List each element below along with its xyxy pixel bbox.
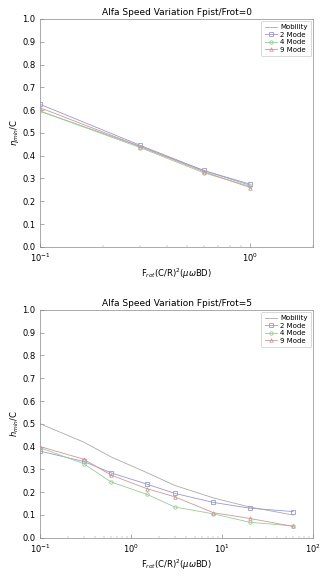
4 Mode <box>38 444 42 451</box>
9 Mode <box>145 485 149 492</box>
Mobility <box>248 182 252 188</box>
2 Mode <box>248 505 252 512</box>
9 Mode <box>82 456 86 463</box>
Mobility <box>248 503 252 510</box>
2 Mode <box>82 458 86 465</box>
4 Mode <box>291 523 295 530</box>
4 Mode <box>82 461 86 467</box>
Line: 2 Mode: 2 Mode <box>38 450 295 513</box>
2 Mode <box>212 499 215 506</box>
Line: 4 Mode: 4 Mode <box>38 110 252 188</box>
Mobility <box>212 494 215 501</box>
2 Mode <box>109 469 113 476</box>
9 Mode <box>248 184 252 191</box>
4 Mode <box>139 144 142 151</box>
Line: 9 Mode: 9 Mode <box>38 445 295 528</box>
Line: Mobility: Mobility <box>40 424 293 515</box>
4 Mode <box>109 478 113 485</box>
2 Mode <box>248 180 252 187</box>
4 Mode <box>173 503 177 510</box>
9 Mode <box>38 443 42 450</box>
4 Mode <box>202 169 206 176</box>
X-axis label: F$_{rot}$(C/R)$^2$($\mu\omega$BD): F$_{rot}$(C/R)$^2$($\mu\omega$BD) <box>141 558 212 572</box>
4 Mode <box>248 183 252 190</box>
2 Mode <box>139 142 142 149</box>
2 Mode <box>38 448 42 455</box>
Line: 4 Mode: 4 Mode <box>38 446 295 528</box>
9 Mode <box>212 509 215 516</box>
9 Mode <box>202 168 206 175</box>
Y-axis label: $\eta_{min}$/C: $\eta_{min}$/C <box>8 119 21 146</box>
4 Mode <box>145 491 149 498</box>
9 Mode <box>139 143 142 150</box>
Legend: Mobility, 2 Mode, 4 Mode, 9 Mode: Mobility, 2 Mode, 4 Mode, 9 Mode <box>262 21 311 56</box>
Line: Mobility: Mobility <box>40 111 250 185</box>
Title: Alfa Speed Variation Fpist/Frot=0: Alfa Speed Variation Fpist/Frot=0 <box>102 8 252 17</box>
Title: Alfa Speed Variation Fpist/Frot=5: Alfa Speed Variation Fpist/Frot=5 <box>102 299 252 308</box>
Mobility <box>202 167 206 174</box>
Legend: Mobility, 2 Mode, 4 Mode, 9 Mode: Mobility, 2 Mode, 4 Mode, 9 Mode <box>262 312 311 347</box>
9 Mode <box>248 515 252 522</box>
2 Mode <box>145 481 149 488</box>
4 Mode <box>248 519 252 525</box>
2 Mode <box>202 167 206 174</box>
Mobility <box>38 108 42 115</box>
Y-axis label: $h_{min}$/C: $h_{min}$/C <box>8 411 21 437</box>
Mobility <box>139 143 142 150</box>
9 Mode <box>38 104 42 111</box>
X-axis label: F$_{rot}$(C/R)$^2$($\mu\omega$BD): F$_{rot}$(C/R)$^2$($\mu\omega$BD) <box>141 267 212 281</box>
2 Mode <box>291 508 295 515</box>
2 Mode <box>173 490 177 497</box>
Mobility <box>173 482 177 489</box>
Mobility <box>38 420 42 427</box>
Mobility <box>109 454 113 461</box>
4 Mode <box>212 510 215 517</box>
Mobility <box>145 469 149 476</box>
Line: 2 Mode: 2 Mode <box>38 103 252 186</box>
4 Mode <box>38 108 42 115</box>
2 Mode <box>38 101 42 108</box>
9 Mode <box>173 493 177 500</box>
Mobility <box>82 438 86 445</box>
9 Mode <box>291 523 295 530</box>
Line: 9 Mode: 9 Mode <box>38 106 252 189</box>
Mobility <box>291 512 295 519</box>
9 Mode <box>109 472 113 478</box>
